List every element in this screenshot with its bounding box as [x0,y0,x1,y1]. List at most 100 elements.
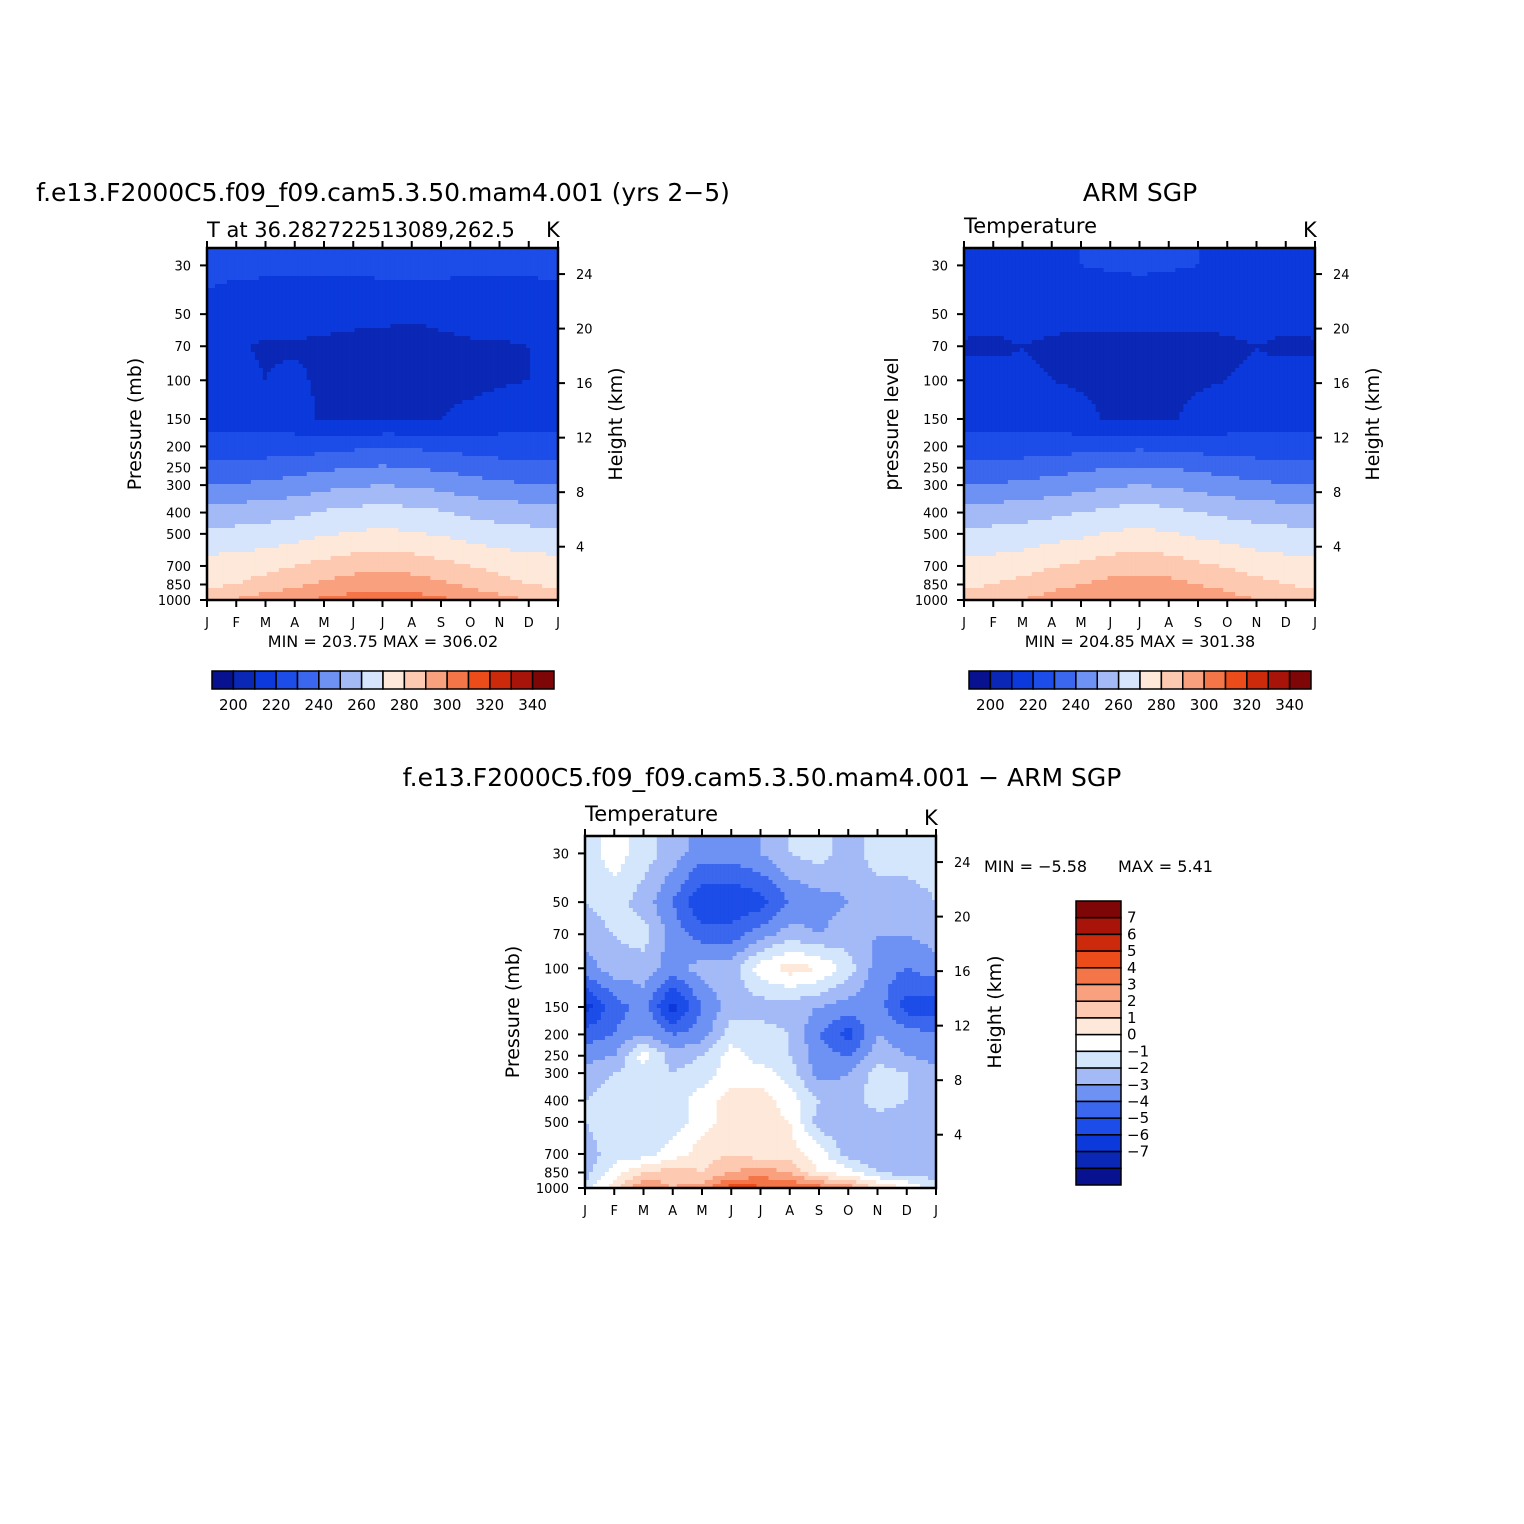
heatmap-cell [402,252,407,257]
heatmap-cell [383,344,388,349]
heatmap-cell [486,356,491,361]
heatmap-cell [371,372,376,377]
heatmap-cell [490,332,495,337]
heatmap-cell [275,412,280,417]
heatmap-cell [518,352,523,357]
heatmap-cell [343,424,348,429]
heatmap-cell [462,404,467,409]
heatmap-cell [343,372,348,377]
heatmap-cell [526,460,531,465]
heatmap-cell [550,356,555,361]
heatmap-cell [418,316,423,321]
heatmap-cell [275,428,280,433]
heatmap-cell [546,448,551,453]
heatmap-cell [542,308,547,313]
heatmap-cell [295,420,300,425]
heatmap-cell [383,416,388,421]
heatmap-cell [311,284,316,289]
heatmap-cell [502,320,507,325]
heatmap-cell [386,312,391,317]
heatmap-cell [458,444,463,449]
heatmap-cell [518,436,523,441]
heatmap-cell [231,376,236,381]
heatmap-cell [367,400,372,405]
heatmap-cell [546,272,551,277]
heatmap-cell [367,284,372,289]
heatmap-cell [219,392,224,397]
heatmap-cell [279,388,284,393]
heatmap-cell [478,260,483,265]
heatmap-cell [410,384,415,389]
heatmap-cell [235,404,240,409]
heatmap-cell [219,312,224,317]
heatmap-cell [303,472,308,477]
heatmap-cell [263,288,268,293]
heatmap-cell [271,360,276,365]
heatmap-cell [255,252,260,257]
heatmap-cell [478,292,483,297]
heatmap-cell [219,356,224,361]
heatmap-cell [339,376,344,381]
heatmap-cell [394,300,399,305]
heatmap-cell [367,308,372,313]
heatmap-cell [438,260,443,265]
heatmap-cell [319,352,324,357]
heatmap-cell [303,324,308,329]
heatmap-cell [267,468,272,473]
heatmap-cell [255,448,260,453]
heatmap-cell [295,388,300,393]
heatmap-cell [466,356,471,361]
heatmap-cell [287,432,292,437]
heatmap-cell [211,352,216,357]
heatmap-cell [347,352,352,357]
heatmap-cell [367,352,372,357]
heatmap-cell [490,328,495,333]
heatmap-cell [383,388,388,393]
heatmap-cell [434,348,439,353]
heatmap-cell [546,428,551,433]
heatmap-cell [315,464,320,469]
heatmap-cell [275,264,280,269]
heatmap-cell [275,304,280,309]
heatmap-cell [534,372,539,377]
heatmap-cell [502,352,507,357]
heatmap-cell [466,460,471,465]
heatmap-cell [283,292,288,297]
heatmap-cell [315,436,320,441]
heatmap-cell [251,448,256,453]
heatmap-cell [510,428,515,433]
heatmap-cell [514,336,519,341]
heatmap-cell [287,412,292,417]
heatmap-cell [371,452,376,457]
heatmap-cell [347,364,352,369]
heatmap-cell [430,456,435,461]
heatmap-cell [394,468,399,473]
heatmap-cell [251,384,256,389]
heatmap-cell [406,396,411,401]
heatmap-cell [534,404,539,409]
heatmap-cell [379,280,384,285]
heatmap-cell [466,304,471,309]
heatmap-cell [478,400,483,405]
heatmap-cell [458,416,463,421]
heatmap-cell [494,280,499,285]
heatmap-cell [466,332,471,337]
heatmap-cell [315,428,320,433]
heatmap-cell [327,432,332,437]
heatmap-cell [550,464,555,469]
heatmap-cell [542,284,547,289]
heatmap-cell [414,256,419,261]
heatmap-cell [550,368,555,373]
heatmap-cell [271,320,276,325]
heatmap-cell [518,420,523,425]
heatmap-cell [398,352,403,357]
heatmap-cell [291,372,296,377]
heatmap-cell [315,280,320,285]
heatmap-cell [263,364,268,369]
heatmap-cell [386,400,391,405]
heatmap-cell [478,392,483,397]
heatmap-cell [259,448,264,453]
heatmap-cell [379,432,384,437]
heatmap-cell [343,400,348,405]
heatmap-cell [546,280,551,285]
